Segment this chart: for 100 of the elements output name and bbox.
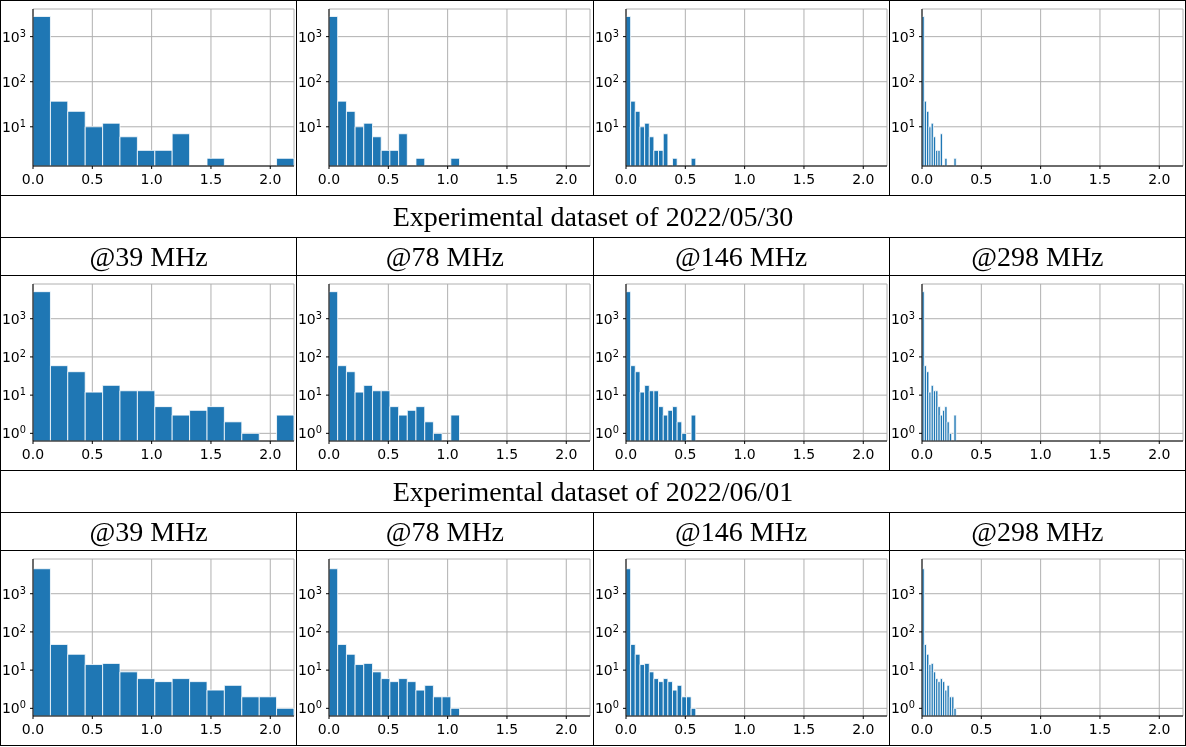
- x-tick-label: 1.5: [496, 171, 519, 187]
- x-tick-label: 0.0: [910, 171, 933, 187]
- y-tick-label: 10$^{3}$: [1, 27, 26, 45]
- x-tick-label: 1.5: [1088, 721, 1111, 737]
- x-tick-label: 0.5: [81, 171, 104, 187]
- x-tick-label: 0.5: [377, 721, 400, 737]
- x-tick-label: 1.0: [733, 721, 756, 737]
- y-tick-label: 10$^{1}$: [1, 660, 26, 679]
- y-tick-label: 10$^{2}$: [594, 347, 619, 365]
- x-tick-label: 0.5: [969, 721, 993, 737]
- y-tick-label: 10$^{3}$: [890, 27, 915, 45]
- x-tick-label: 1.5: [792, 171, 815, 187]
- x-tick-label: 2.0: [555, 446, 578, 462]
- y-tick-label: 10$^{0}$: [298, 698, 323, 717]
- y-tick-label: 10$^{3}$: [594, 584, 619, 602]
- x-tick-label: 0.0: [21, 446, 45, 462]
- y-tick-label: 10$^{1}$: [298, 660, 323, 679]
- x-tick-label: 1.0: [140, 721, 163, 737]
- y-tick-label: 10$^{2}$: [890, 347, 915, 365]
- y-tick-label: 10$^{3}$: [298, 309, 323, 327]
- x-tick-label: 2.0: [1147, 171, 1171, 187]
- x-tick-label: 1.0: [436, 171, 460, 187]
- y-tick-label: 10$^{2}$: [298, 347, 323, 365]
- y-tick-label: 10$^{1}$: [594, 660, 619, 679]
- y-tick-label: 10$^{3}$: [298, 584, 323, 602]
- x-tick-label: 1.5: [199, 171, 223, 187]
- x-tick-label: 2.0: [851, 446, 874, 462]
- x-tick-label: 0.5: [969, 446, 993, 462]
- x-tick-label: 0.5: [377, 171, 400, 187]
- y-tick-label: 10$^{0}$: [1, 698, 26, 717]
- x-tick-label: 1.5: [199, 446, 223, 462]
- x-tick-label: 1.0: [1029, 446, 1052, 462]
- y-tick-label: 10$^{3}$: [890, 584, 915, 602]
- x-tick-label: 2.0: [1147, 721, 1171, 737]
- x-tick-label: 1.0: [1029, 171, 1052, 187]
- x-tick-label: 0.0: [614, 446, 637, 462]
- x-tick-label: 2.0: [259, 171, 282, 187]
- x-tick-label: 1.5: [1088, 446, 1111, 462]
- x-tick-label: 0.5: [673, 721, 696, 737]
- x-tick-label: 2.0: [851, 171, 874, 187]
- x-tick-label: 0.0: [910, 721, 933, 737]
- chart-title: @298 MHz: [971, 515, 1104, 548]
- x-tick-label: 1.5: [199, 721, 223, 737]
- x-tick-label: 1.5: [792, 446, 815, 462]
- x-tick-label: 0.5: [673, 171, 696, 187]
- x-tick-label: 0.5: [377, 446, 400, 462]
- y-tick-label: 10$^{1}$: [890, 385, 915, 404]
- y-tick-label: 10$^{2}$: [890, 622, 915, 640]
- y-tick-label: 10$^{2}$: [298, 622, 323, 640]
- x-tick-label: 0.0: [318, 171, 341, 187]
- x-tick-label: 2.0: [555, 171, 578, 187]
- x-tick-label: 0.5: [673, 446, 696, 462]
- chart-title: @78 MHz: [385, 515, 505, 548]
- chart-title: @78 MHz: [385, 240, 505, 273]
- x-tick-label: 1.0: [733, 446, 756, 462]
- chart-title: @39 MHz: [89, 240, 208, 273]
- y-tick-label: 10$^{2}$: [1, 347, 26, 365]
- y-tick-label: 10$^{0}$: [1, 423, 26, 442]
- y-tick-label: 10$^{3}$: [594, 27, 619, 45]
- x-tick-label: 1.0: [436, 446, 460, 462]
- y-tick-label: 10$^{1}$: [594, 385, 619, 404]
- x-tick-label: 1.0: [733, 171, 756, 187]
- y-tick-label: 10$^{0}$: [594, 698, 619, 717]
- x-tick-label: 0.5: [81, 721, 104, 737]
- y-tick-label: 10$^{2}$: [1, 72, 26, 90]
- y-tick-label: 10$^{1}$: [1, 385, 26, 404]
- x-tick-label: 1.0: [140, 446, 163, 462]
- x-tick-label: 1.0: [436, 721, 460, 737]
- x-tick-label: 2.0: [1147, 446, 1171, 462]
- x-tick-label: 1.5: [1088, 171, 1111, 187]
- text: Experimental dataset of 2022/06/01: [392, 475, 794, 508]
- y-tick-label: 10$^{0}$: [890, 698, 915, 717]
- x-tick-label: 0.0: [21, 721, 45, 737]
- x-tick-label: 1.0: [1029, 721, 1052, 737]
- x-tick-label: 0.5: [81, 446, 104, 462]
- x-tick-label: 2.0: [555, 721, 578, 737]
- x-tick-label: 2.0: [259, 446, 282, 462]
- x-tick-label: 1.5: [792, 721, 815, 737]
- chart-title: @298 MHz: [971, 240, 1104, 273]
- x-tick-label: 0.0: [318, 721, 341, 737]
- y-tick-label: 10$^{0}$: [890, 423, 915, 442]
- x-tick-label: 2.0: [259, 721, 282, 737]
- x-tick-label: 0.0: [910, 446, 933, 462]
- x-tick-label: 0.0: [21, 171, 45, 187]
- y-tick-label: 10$^{0}$: [298, 423, 323, 442]
- y-tick-label: 10$^{2}$: [298, 72, 323, 90]
- chart-title: @39 MHz: [89, 515, 208, 548]
- x-tick-label: 1.0: [140, 171, 163, 187]
- y-tick-label: 10$^{3}$: [298, 27, 323, 45]
- chart-title: @146 MHz: [674, 240, 808, 273]
- y-tick-label: 10$^{3}$: [1, 584, 26, 602]
- y-tick-label: 10$^{3}$: [1, 309, 26, 327]
- x-tick-label: 0.0: [614, 721, 637, 737]
- x-tick-label: 0.5: [969, 171, 993, 187]
- y-tick-label: 10$^{3}$: [890, 309, 915, 327]
- y-tick-label: 10$^{1}$: [298, 385, 323, 404]
- y-tick-label: 10$^{1}$: [594, 117, 619, 135]
- y-tick-label: 10$^{1}$: [298, 117, 323, 135]
- x-tick-label: 1.5: [496, 721, 519, 737]
- y-tick-label: 10$^{2}$: [890, 72, 915, 90]
